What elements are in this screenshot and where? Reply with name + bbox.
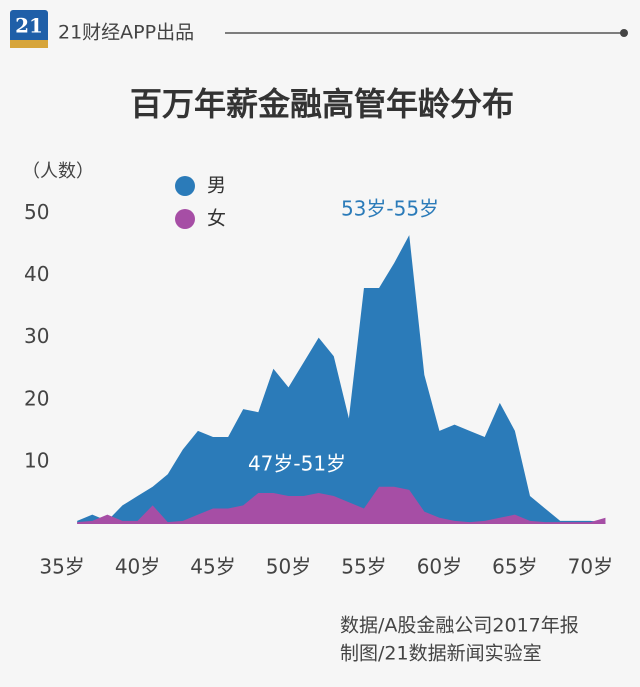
logo-text: 21 <box>15 14 43 38</box>
annotation: 47岁-51岁 <box>248 452 346 476</box>
area <box>77 486 606 524</box>
legend-swatch <box>175 209 195 229</box>
y-tick-label: 40 <box>24 262 49 286</box>
brand: 21财经APP出品 <box>58 22 194 44</box>
x-tick-label: 55岁 <box>341 555 386 579</box>
y-tick-label: 50 <box>24 200 49 224</box>
chart-title: 百万年薪金融高管年龄分布 <box>130 85 514 123</box>
legend-swatch <box>175 176 195 196</box>
x-tick-label: 70岁 <box>568 555 613 579</box>
logo-stripe <box>10 40 48 48</box>
x-tick-label: 50岁 <box>266 555 311 579</box>
source-line: 制图/21数据新闻实验室 <box>340 643 542 665</box>
x-tick-label: 60岁 <box>417 555 462 579</box>
y-tick-label: 20 <box>24 386 49 410</box>
y-tick-label: 10 <box>24 448 49 472</box>
x-tick-label: 35岁 <box>39 555 84 579</box>
legend-label: 女 <box>207 208 226 230</box>
legend-label: 男 <box>207 175 226 197</box>
source-line: 数据/A股金融公司2017年报 <box>340 615 579 637</box>
x-tick-label: 45岁 <box>190 555 235 579</box>
annotation: 53岁-55岁 <box>341 197 439 221</box>
y-axis-label: （人数） <box>22 161 94 182</box>
x-tick-label: 65岁 <box>492 555 537 579</box>
x-tick-label: 40岁 <box>115 555 160 579</box>
y-tick-label: 30 <box>24 324 49 348</box>
header-dot <box>620 29 628 37</box>
logo-box <box>10 10 48 48</box>
area <box>77 235 606 525</box>
